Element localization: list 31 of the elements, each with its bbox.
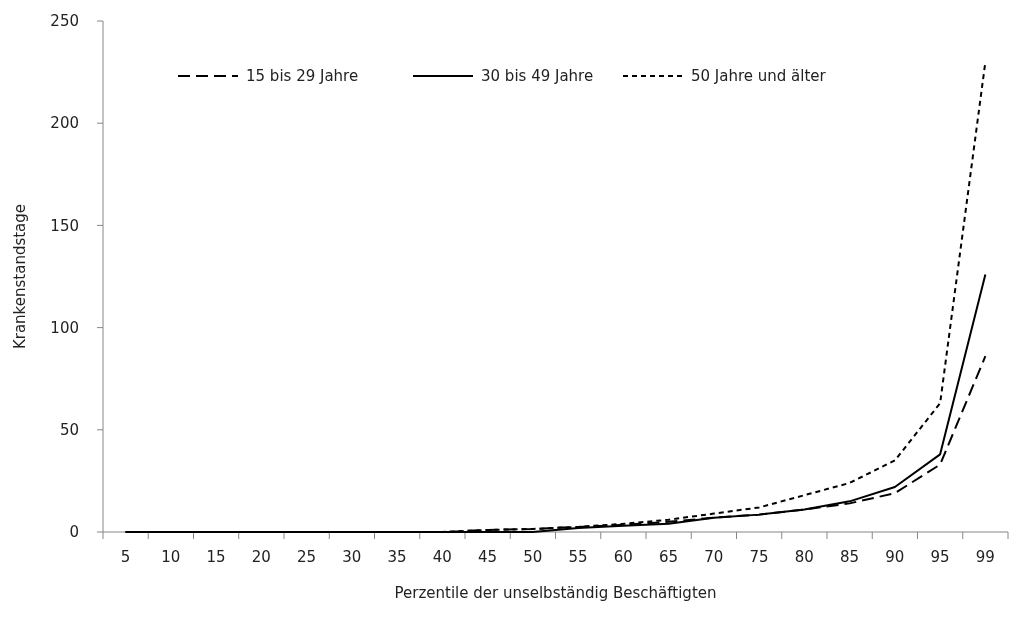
x-tick-label: 85 — [840, 548, 860, 566]
y-tick-label: 250 — [50, 12, 79, 31]
x-axis-title: Perzentile der unselbständig Beschäftigten — [394, 584, 717, 602]
x-tick-label: 80 — [794, 548, 814, 566]
y-tick-label: 50 — [59, 421, 79, 440]
x-tick-label: 30 — [342, 548, 362, 566]
x-tick-label: 15 — [206, 548, 226, 566]
y-tick-label: 100 — [50, 318, 79, 337]
x-tick-label: 90 — [885, 548, 905, 566]
x-tick-label: 40 — [432, 548, 452, 566]
x-tick-label: 10 — [161, 548, 181, 566]
x-tick-label: 75 — [749, 548, 769, 566]
x-tick-label: 65 — [659, 548, 679, 566]
x-tick-label: 70 — [704, 548, 724, 566]
x-tick-label: 45 — [478, 548, 498, 566]
legend-label: 50 Jahre und älter — [691, 67, 827, 86]
x-tick-label: 50 — [523, 548, 543, 566]
y-tick-label: 200 — [50, 114, 79, 133]
x-tick-label: 5 — [120, 548, 131, 566]
x-tick-label: 99 — [975, 548, 995, 566]
x-tick-label: 35 — [387, 548, 407, 566]
x-tick-label: 95 — [930, 548, 950, 566]
x-tick-label: 20 — [251, 548, 271, 566]
y-tick-label: 0 — [69, 523, 79, 542]
legend-label: 30 bis 49 Jahre — [481, 67, 594, 86]
x-tick-label: 60 — [613, 548, 633, 566]
y-tick-label: 150 — [50, 216, 79, 235]
x-tick-label: 25 — [297, 548, 317, 566]
x-tick-label: 55 — [568, 548, 588, 566]
legend-label: 15 bis 29 Jahre — [246, 67, 359, 86]
y-axis-title: Krankenstandstage — [11, 203, 29, 350]
